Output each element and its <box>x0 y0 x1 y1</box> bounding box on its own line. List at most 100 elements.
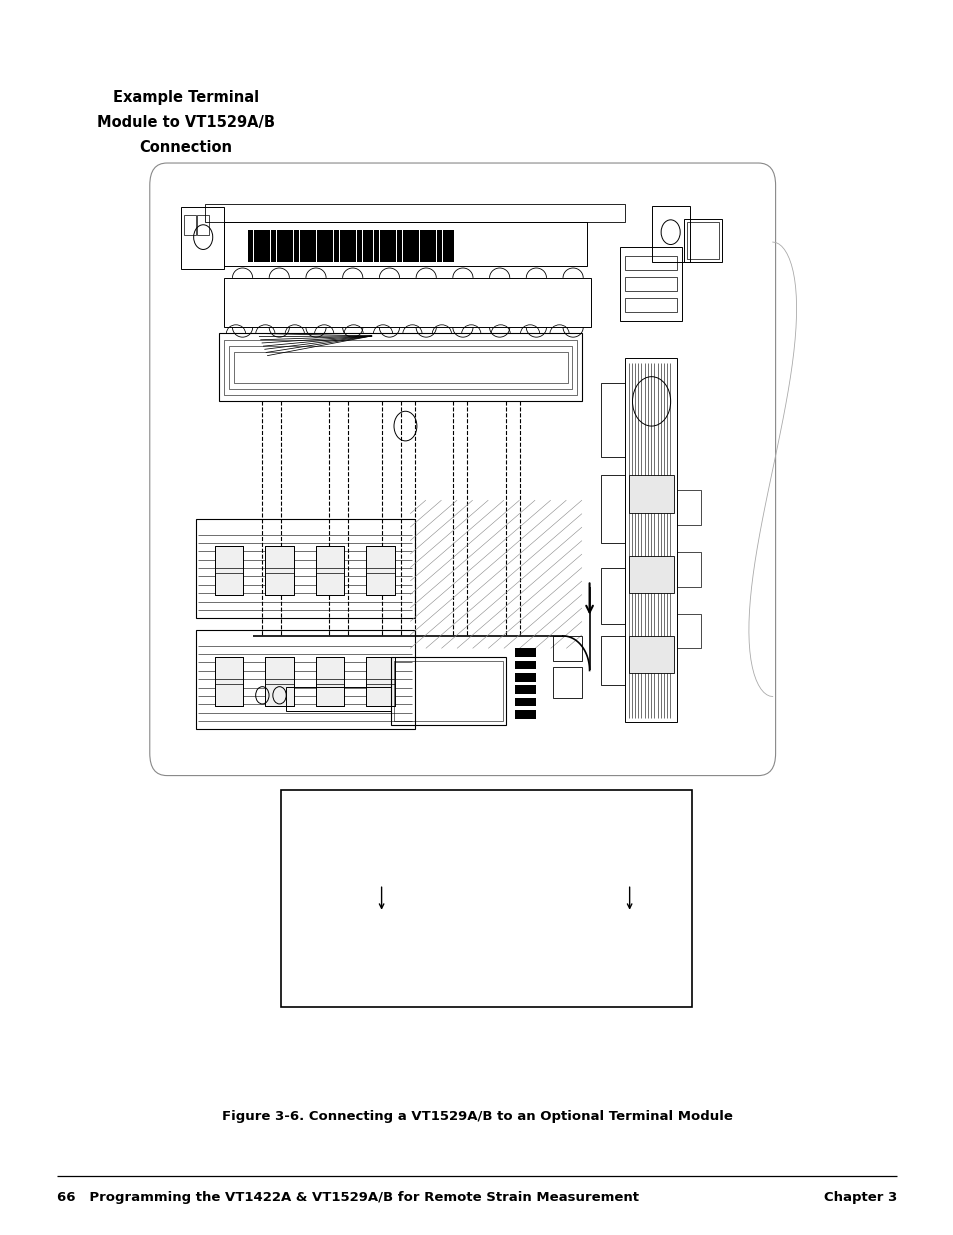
Bar <box>515 698 536 706</box>
Bar <box>368 230 374 262</box>
Text: Example Terminal: Example Terminal <box>112 90 259 105</box>
Bar <box>515 661 536 669</box>
Text: Connection: Connection <box>139 140 233 154</box>
Bar <box>600 383 624 457</box>
Bar <box>224 340 577 395</box>
Bar <box>205 204 624 222</box>
Bar <box>356 230 361 262</box>
Bar <box>224 278 591 327</box>
Bar <box>305 230 311 262</box>
Bar <box>334 230 338 262</box>
Bar <box>219 333 581 401</box>
Bar <box>259 230 265 262</box>
Bar <box>328 230 334 262</box>
Bar <box>442 230 448 262</box>
Bar <box>391 230 396 262</box>
Bar <box>362 230 368 262</box>
Bar <box>374 230 379 262</box>
Bar <box>315 684 344 706</box>
Bar <box>233 352 567 383</box>
Bar <box>339 230 345 262</box>
Bar <box>515 710 536 719</box>
Bar <box>515 673 536 682</box>
Bar <box>366 546 395 568</box>
Bar <box>265 657 294 679</box>
Bar <box>515 685 536 694</box>
Bar <box>265 546 294 595</box>
Bar <box>553 636 581 661</box>
Bar <box>366 573 395 595</box>
Bar <box>322 230 328 262</box>
Bar <box>181 207 224 269</box>
Bar <box>265 573 294 595</box>
Bar <box>628 556 673 593</box>
Bar <box>600 636 624 685</box>
Bar <box>265 657 294 706</box>
Bar <box>294 230 298 262</box>
Bar <box>265 684 294 706</box>
Bar <box>436 230 442 262</box>
Bar <box>624 277 677 291</box>
Text: Module to VT1529A/B: Module to VT1529A/B <box>97 115 274 130</box>
Bar <box>281 790 691 1007</box>
Bar <box>677 614 700 648</box>
Bar <box>600 568 624 624</box>
Bar <box>197 215 209 235</box>
Bar <box>624 358 677 722</box>
Bar <box>391 657 505 725</box>
Bar <box>311 230 316 262</box>
Bar <box>276 230 282 262</box>
Bar <box>248 230 253 262</box>
Bar <box>686 222 719 259</box>
Bar <box>271 230 276 262</box>
Bar <box>624 298 677 312</box>
Bar <box>286 687 391 711</box>
Bar <box>619 247 681 321</box>
Bar <box>214 546 243 568</box>
Bar <box>402 230 408 262</box>
Bar <box>431 230 436 262</box>
Bar <box>366 684 395 706</box>
Bar <box>414 230 419 262</box>
Bar <box>214 657 243 679</box>
Bar <box>385 230 391 262</box>
Bar <box>315 546 344 595</box>
Bar <box>515 648 536 657</box>
Bar <box>214 657 243 706</box>
Bar <box>315 657 344 706</box>
Bar <box>282 230 288 262</box>
Text: Figure 3-6. Connecting a VT1529A/B to an Optional Terminal Module: Figure 3-6. Connecting a VT1529A/B to an… <box>221 1110 732 1123</box>
Bar <box>366 657 395 706</box>
Bar <box>628 636 673 673</box>
Bar <box>379 230 384 262</box>
Bar <box>253 230 258 262</box>
Bar <box>195 630 415 729</box>
Bar <box>351 230 356 262</box>
Bar <box>366 657 395 679</box>
Bar <box>214 684 243 706</box>
Bar <box>265 546 294 568</box>
Bar <box>345 230 351 262</box>
Bar <box>408 230 414 262</box>
Bar <box>315 657 344 679</box>
Bar <box>448 230 454 262</box>
Bar <box>214 546 243 595</box>
Bar <box>396 230 402 262</box>
Bar <box>553 667 581 698</box>
Bar <box>624 256 677 270</box>
Bar <box>628 475 673 513</box>
Text: 66   Programming the VT1422A & VT1529A/B for Remote Strain Measurement: 66 Programming the VT1422A & VT1529A/B f… <box>57 1192 639 1204</box>
Bar <box>677 490 700 525</box>
Text: Chapter 3: Chapter 3 <box>822 1192 896 1204</box>
Bar <box>224 222 586 266</box>
Bar <box>195 519 415 618</box>
Bar <box>265 230 271 262</box>
Bar <box>316 230 321 262</box>
Bar <box>600 475 624 543</box>
Bar <box>419 230 424 262</box>
Bar <box>299 230 305 262</box>
Bar <box>651 206 689 262</box>
Bar <box>394 661 502 721</box>
Bar <box>315 573 344 595</box>
Bar <box>214 573 243 595</box>
